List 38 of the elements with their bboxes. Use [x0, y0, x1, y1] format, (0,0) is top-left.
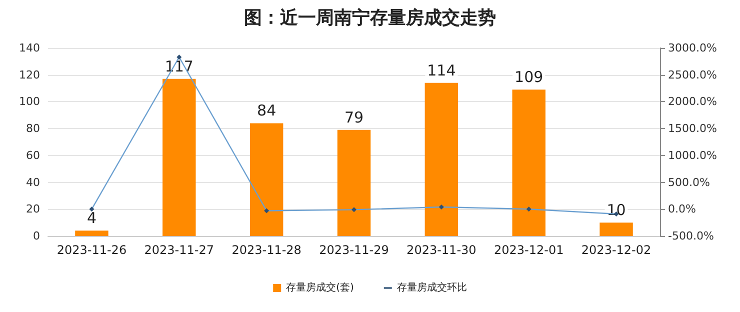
y2-tick-label: 3000.0% — [668, 42, 717, 54]
x-tick-label: 2023-11-27 — [144, 243, 214, 257]
y2-tick-label: 2500.0% — [668, 68, 717, 82]
legend-label: 存量房成交(套) — [286, 282, 354, 294]
y2-tick-label: -500.0% — [668, 230, 714, 242]
y2-tick-label: 500.0% — [668, 176, 710, 189]
bar — [337, 130, 371, 236]
y-tick-label: 60 — [26, 148, 40, 162]
y-tick-label: 20 — [26, 202, 40, 216]
y2-tick-label: 1500.0% — [668, 122, 717, 136]
x-tick-label: 2023-12-01 — [494, 243, 564, 257]
data-label: 79 — [344, 108, 364, 126]
data-label: 84 — [257, 102, 276, 120]
y-tick-label: 80 — [26, 122, 40, 136]
bar — [512, 90, 546, 236]
x-tick-label: 2023-11-29 — [319, 243, 389, 257]
y-tick-label: 120 — [19, 68, 40, 82]
y2-tick-label: 0.0% — [668, 202, 696, 216]
x-tick-label: 2023-12-02 — [581, 243, 652, 257]
y-tick-label: 40 — [26, 176, 40, 189]
bar — [162, 78, 196, 236]
data-label: 114 — [427, 61, 456, 80]
y-tick-label: 0 — [33, 230, 40, 242]
x-tick-label: 2023-11-26 — [56, 243, 127, 257]
x-tick-label: 2023-11-28 — [232, 243, 302, 257]
x-tick-label: 2023-11-30 — [406, 243, 476, 257]
y-tick-label: 100 — [19, 95, 40, 108]
bar — [600, 222, 633, 236]
bar — [424, 82, 458, 236]
data-label: 4 — [86, 209, 96, 228]
data-label: 109 — [514, 68, 544, 86]
legend-label: 存量房成交环比 — [396, 282, 467, 294]
y2-tick-label: 2000.0% — [668, 95, 717, 108]
y-tick-label: 140 — [19, 42, 40, 54]
bar — [250, 123, 284, 236]
bar — [75, 230, 108, 236]
chart-title: 图：近一周南宁存量房成交走势 — [244, 8, 496, 28]
y2-tick-label: 1000.0% — [668, 148, 717, 162]
